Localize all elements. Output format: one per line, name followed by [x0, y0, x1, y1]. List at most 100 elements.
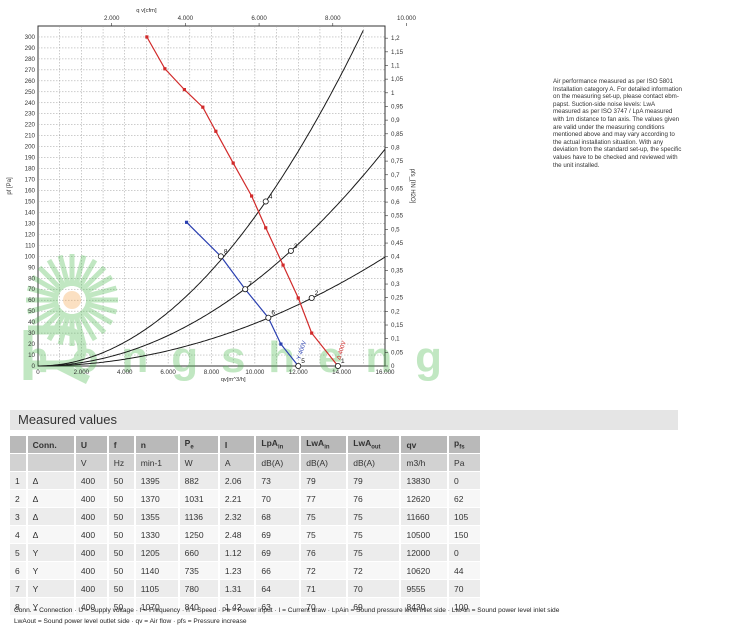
- table-cell: 75: [347, 543, 402, 562]
- watermark-group: hongsheng: [22, 254, 442, 385]
- watermark-ray: [80, 265, 107, 292]
- table-cell: 150: [448, 525, 482, 544]
- table-cell: 1031: [178, 489, 220, 508]
- table-row: 4 Δ 400 50 1330 1250 2.48 69 75 75 10500 150: [10, 525, 482, 544]
- system-curve-3: [38, 256, 386, 367]
- legend-line-1: Conn. = Connection · U = Supply voltage …: [14, 607, 560, 614]
- watermark-ray: [73, 312, 87, 346]
- fan-curve-point: [310, 331, 314, 335]
- table-cell: 2.48: [218, 525, 257, 544]
- column-header: Conn.: [26, 436, 76, 454]
- watermark-ray: [82, 304, 114, 326]
- watermark-ray: [57, 312, 71, 346]
- right-tick-label: 0: [391, 363, 395, 370]
- column-header: qv: [400, 436, 450, 454]
- right-tick-label: 0,95: [391, 103, 404, 110]
- watermark-sun: [63, 291, 81, 309]
- table-cell: 8430: [400, 597, 450, 616]
- fan-curve-point: [296, 296, 300, 300]
- watermark-ray: [80, 308, 107, 335]
- system-curve-2: [38, 148, 386, 367]
- column-header-label: LwA: [353, 438, 372, 449]
- operating-point: [295, 362, 302, 369]
- operating-point-label: 6: [271, 310, 275, 317]
- y-tick-label: 120: [25, 231, 36, 238]
- column-header-label: LpA: [261, 438, 278, 449]
- table-cell: 8: [10, 597, 28, 616]
- y-tick-label: 20: [28, 341, 35, 348]
- x-tick-label: 16.000: [376, 369, 395, 376]
- table-cell: 0: [448, 543, 482, 562]
- table-cell: 400: [74, 543, 109, 562]
- table-cell: 10620: [400, 561, 450, 580]
- right-tick-label: 0,4: [391, 254, 400, 261]
- right-tick-label: 0,3: [391, 281, 400, 288]
- right-tick-label: 1,15: [391, 49, 404, 56]
- table-cell: 75: [347, 525, 402, 544]
- right-tick-label: 0,35: [391, 267, 404, 274]
- table-cell: 1136: [178, 507, 220, 526]
- table-cell: 105: [448, 507, 482, 526]
- x-tick-label: 6.000: [160, 369, 176, 376]
- right-tick-label: 0,5: [391, 226, 400, 233]
- column-header-label: n: [140, 439, 146, 450]
- column-unit: Hz: [107, 453, 136, 472]
- table-cell: Y: [26, 561, 76, 580]
- table-cell: 1105: [134, 579, 180, 598]
- measurement-note: Air performance measured as per ISO 5801…: [553, 78, 682, 169]
- column-header: LwAin: [300, 436, 349, 454]
- y-tick-label: 130: [25, 220, 36, 227]
- right-tick-label: 0,15: [391, 322, 404, 329]
- column-unit: dB(A): [255, 453, 302, 472]
- column-unit: dB(A): [347, 453, 402, 472]
- watermark-ray: [76, 310, 98, 342]
- watermark-ray: [57, 254, 71, 288]
- right-tick-label: 0,65: [391, 185, 404, 192]
- fan-curve-point: [281, 263, 285, 267]
- table-cell: 79: [300, 471, 349, 490]
- right-tick-label: 1,05: [391, 76, 404, 83]
- table-cell: 44: [448, 561, 482, 580]
- table-cell: 68: [255, 507, 302, 526]
- y-tick-label: 180: [25, 166, 36, 173]
- fan-curve-point: [163, 67, 167, 71]
- table-cell: 71: [300, 579, 349, 598]
- table-cell: 660: [178, 543, 220, 562]
- column-unit: V: [74, 453, 109, 472]
- column-header-label: U: [80, 439, 88, 450]
- table-cell: 3: [10, 507, 28, 526]
- top-tick-label: 4.000: [178, 15, 194, 22]
- table-cell: 1330: [134, 525, 180, 544]
- column-header: f: [107, 436, 136, 454]
- table-cell: 2.06: [218, 471, 257, 490]
- table-row: 3 Δ 400 50 1355 1136 2.32 68 75 75 11660 105: [10, 507, 482, 526]
- column-header-label: P: [184, 438, 191, 449]
- fan-curve-label: Δ 400V: [336, 340, 348, 360]
- table-cell: 1370: [134, 489, 180, 508]
- table-cell: Δ: [26, 507, 76, 526]
- watermark-ray: [26, 301, 60, 315]
- y-tick-label: 10: [28, 352, 35, 359]
- table-cell: 2.32: [218, 507, 257, 526]
- table-cell: 882: [178, 471, 220, 490]
- column-header-label: LwA: [306, 438, 325, 449]
- fan-curve-point: [201, 105, 205, 109]
- table-row: 5 Y 400 50 1205 660 1.12 69 76 75 12000 0: [10, 543, 482, 562]
- table-cell: 76: [300, 543, 349, 562]
- system-curve-1: [38, 30, 364, 367]
- column-header-label: qv: [406, 439, 417, 450]
- table-cell: 70: [347, 579, 402, 598]
- operating-point: [262, 198, 269, 205]
- watermark-logo: hongsheng: [22, 254, 442, 385]
- watermark-ray: [84, 285, 118, 299]
- column-unit: m3/h: [400, 453, 450, 472]
- right-tick-label: 0,9: [391, 117, 400, 124]
- table-cell: 7: [10, 579, 28, 598]
- right-tick-label: 0,25: [391, 295, 404, 302]
- table-cell: 400: [74, 525, 109, 544]
- right-tick-label: 0,55: [391, 213, 404, 220]
- table-cell: 50: [107, 543, 136, 562]
- column-header-sub: e: [190, 444, 194, 451]
- table-cell: Δ: [26, 525, 76, 544]
